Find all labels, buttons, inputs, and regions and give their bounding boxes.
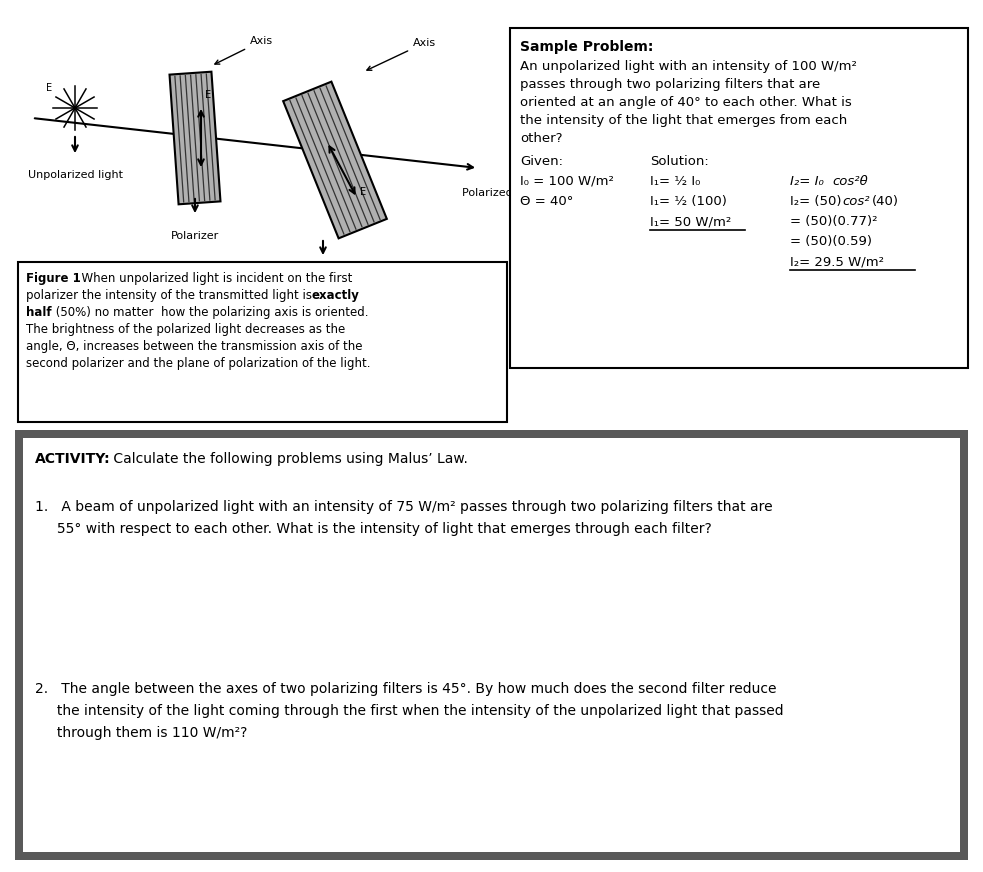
Text: (50%) no matter  how the polarizing axis is oriented.: (50%) no matter how the polarizing axis … — [52, 306, 369, 319]
Text: Polarized light: Polarized light — [462, 188, 541, 198]
Text: E: E — [205, 90, 211, 100]
Text: second polarizer and the plane of polarization of the light.: second polarizer and the plane of polari… — [26, 357, 371, 370]
Text: I₁= ½ I₀: I₁= ½ I₀ — [650, 175, 700, 188]
Text: other?: other? — [520, 132, 562, 145]
Text: 1.   A beam of unpolarized light with an intensity of 75 W/m² passes through two: 1. A beam of unpolarized light with an i… — [35, 500, 773, 514]
Text: exactly: exactly — [312, 289, 360, 302]
Text: I₂= (50): I₂= (50) — [790, 195, 845, 208]
Text: through them is 110 W/m²?: through them is 110 W/m²? — [35, 726, 248, 740]
Text: ACTIVITY:: ACTIVITY: — [35, 452, 111, 466]
Text: Θ = 40°: Θ = 40° — [520, 195, 573, 208]
Text: (40): (40) — [872, 195, 899, 208]
Text: the intensity of the light that emerges from each: the intensity of the light that emerges … — [520, 114, 847, 127]
Bar — [18, 262, 507, 422]
Text: 2.   The angle between the axes of two polarizing filters is 45°. By how much do: 2. The angle between the axes of two pol… — [35, 682, 777, 696]
Text: Analyzer: Analyzer — [299, 273, 347, 283]
Text: polarizer the intensity of the transmitted light is: polarizer the intensity of the transmitt… — [26, 289, 316, 302]
Polygon shape — [169, 72, 220, 204]
Text: = (50)(0.77)²: = (50)(0.77)² — [790, 215, 878, 228]
Text: Unpolarized light: Unpolarized light — [28, 170, 123, 180]
Text: Sample Problem:: Sample Problem: — [520, 40, 654, 54]
Text: I₂= 29.5 W/m²: I₂= 29.5 W/m² — [790, 255, 884, 268]
Text: Figure 1: Figure 1 — [26, 272, 81, 285]
Text: Axis: Axis — [215, 36, 273, 65]
Text: 55° with respect to each other. What is the intensity of light that emerges thro: 55° with respect to each other. What is … — [35, 522, 712, 536]
Text: An unpolarized light with an intensity of 100 W/m²: An unpolarized light with an intensity o… — [520, 60, 857, 73]
Text: I₂= I₀: I₂= I₀ — [790, 175, 824, 188]
Bar — [15, 430, 968, 860]
Text: angle, Θ, increases between the transmission axis of the: angle, Θ, increases between the transmis… — [26, 340, 363, 353]
Text: half: half — [26, 306, 52, 319]
Text: passes through two polarizing filters that are: passes through two polarizing filters th… — [520, 78, 820, 91]
Bar — [510, 28, 968, 368]
Text: I₀ = 100 W/m²: I₀ = 100 W/m² — [520, 175, 613, 188]
Text: . When unpolarized light is incident on the first: . When unpolarized light is incident on … — [74, 272, 352, 285]
Text: oriented at an angle of 40° to each other. What is: oriented at an angle of 40° to each othe… — [520, 96, 851, 109]
Text: the intensity of the light coming through the first when the intensity of the un: the intensity of the light coming throug… — [35, 704, 783, 718]
Text: cos²θ: cos²θ — [832, 175, 868, 188]
Text: Axis: Axis — [367, 38, 436, 71]
Polygon shape — [283, 82, 387, 238]
Text: I₁= 50 W/m²: I₁= 50 W/m² — [650, 215, 731, 228]
Text: = (50)(0.59): = (50)(0.59) — [790, 235, 872, 248]
Bar — [23, 438, 960, 852]
Text: E: E — [46, 83, 52, 93]
Text: cos²: cos² — [842, 195, 870, 208]
Text: Calculate the following problems using Malus’ Law.: Calculate the following problems using M… — [109, 452, 468, 466]
Text: Given:: Given: — [520, 155, 563, 168]
Text: I₁= ½ (100): I₁= ½ (100) — [650, 195, 726, 208]
Text: Solution:: Solution: — [650, 155, 709, 168]
Text: E: E — [360, 187, 366, 197]
Text: Polarizer: Polarizer — [171, 231, 219, 241]
Text: The brightness of the polarized light decreases as the: The brightness of the polarized light de… — [26, 323, 345, 336]
